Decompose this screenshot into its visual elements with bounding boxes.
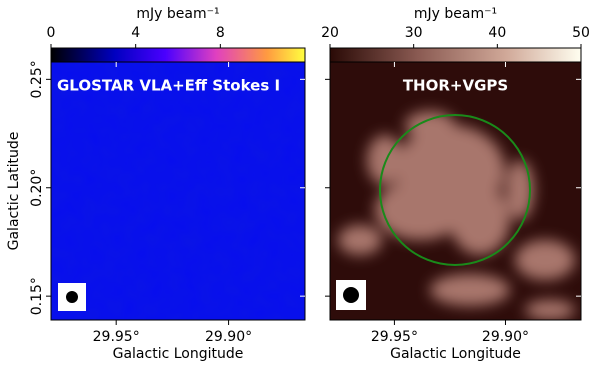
- colorbar: [329, 47, 582, 63]
- y-axis-label: Galactic Latitude: [6, 132, 22, 251]
- colorbar: [50, 47, 306, 63]
- panel-title: THOR+VGPS: [403, 77, 508, 95]
- colorbar-tick-label: 30: [405, 25, 423, 41]
- y-tick-label: 0.20°: [29, 169, 45, 207]
- colorbar-tick-label: 40: [488, 25, 506, 41]
- x-tick-label: 29.90°: [205, 329, 252, 345]
- colorbar-tick-label: 0: [47, 25, 56, 41]
- y-tick-label: 0.15°: [29, 277, 45, 315]
- colorbar-tick-label: 20: [321, 25, 339, 41]
- y-tick-label: 0.25°: [29, 60, 45, 98]
- x-tick-label: 29.90°: [482, 329, 529, 345]
- x-axis-label: Galactic Longitude: [390, 346, 521, 362]
- region-circle: [379, 114, 531, 266]
- colorbar-tick-label: 4: [131, 25, 140, 41]
- beam: [343, 287, 359, 303]
- beam: [66, 291, 78, 303]
- colorbar-label: mJy beam⁻¹: [136, 6, 219, 22]
- panel-title: GLOSTAR VLA+Eff Stokes I: [57, 77, 280, 95]
- x-tick-label: 29.95°: [93, 329, 140, 345]
- colorbar-tick-label: 50: [572, 25, 590, 41]
- emission: [338, 111, 575, 320]
- image-noise: [51, 62, 305, 320]
- x-axis-label: Galactic Longitude: [113, 346, 244, 362]
- x-tick-label: 29.95°: [371, 329, 418, 345]
- colorbar-label: mJy beam⁻¹: [414, 6, 497, 22]
- colorbar-tick-label: 8: [216, 25, 225, 41]
